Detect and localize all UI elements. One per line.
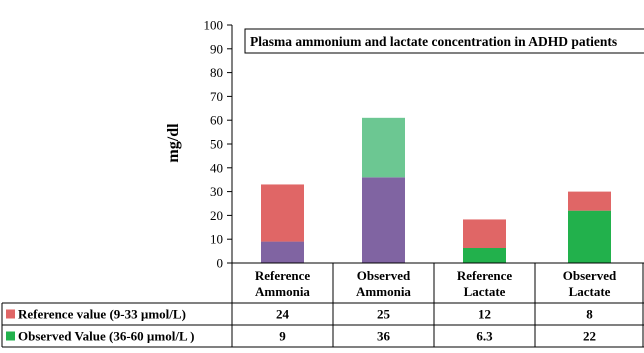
bar-segment-reference xyxy=(463,219,506,249)
category-label-line2: Ammonia xyxy=(356,284,411,299)
bar-segment-observed xyxy=(568,210,611,263)
table-value: 24 xyxy=(276,307,290,322)
bar-segment-observed xyxy=(463,248,506,263)
bar-segment-reference xyxy=(362,117,405,178)
bar-segment-reference xyxy=(568,191,611,211)
category-label-line1: Reference xyxy=(255,268,311,283)
y-tick-label: 60 xyxy=(210,113,223,128)
table-value: 22 xyxy=(583,329,596,344)
bars xyxy=(261,117,611,263)
y-tick-label: 50 xyxy=(210,137,223,152)
series-name: Observed Value (36-60 µmol/L ) xyxy=(18,329,195,344)
category-label-line1: Observed xyxy=(357,268,411,283)
y-axis: 0 10 20 30 40 50 60 70 80 90 100 xyxy=(204,18,233,271)
y-tick-label: 0 xyxy=(217,256,224,271)
bar-segment-reference xyxy=(261,184,304,242)
legend-swatch xyxy=(6,331,15,341)
y-tick-label: 40 xyxy=(210,160,223,175)
data-table: ReferenceAmmoniaObservedAmmoniaReference… xyxy=(1,262,644,348)
y-tick-label: 20 xyxy=(210,208,223,223)
category-label-line1: Reference xyxy=(457,268,513,283)
table-value: 9 xyxy=(279,329,286,344)
table-value: 8 xyxy=(586,307,593,322)
category-label-line2: Lactate xyxy=(464,284,506,299)
y-tick-label: 90 xyxy=(210,41,223,56)
category-label-line1: Observed xyxy=(563,268,617,283)
category-label-line2: Ammonia xyxy=(255,284,310,299)
series-name: Reference value (9-33 µmol/L) xyxy=(18,307,186,322)
y-tick-label: 10 xyxy=(210,232,223,247)
chart-title-box: Plasma ammonium and lactate concentratio… xyxy=(244,28,644,54)
bar-segment-observed xyxy=(362,177,405,263)
y-tick-label: 80 xyxy=(210,65,223,80)
chart-title: Plasma ammonium and lactate concentratio… xyxy=(250,34,617,49)
y-tick-label: 100 xyxy=(204,18,224,33)
y-tick-label: 70 xyxy=(210,89,223,104)
legend-swatch xyxy=(6,309,15,319)
bar-segment-observed xyxy=(261,241,304,263)
table-value: 12 xyxy=(478,307,491,322)
y-tick-label: 30 xyxy=(210,184,223,199)
y-axis-label: mg/dl xyxy=(165,123,182,163)
table-value: 36 xyxy=(377,329,391,344)
category-label-line2: Lactate xyxy=(569,284,611,299)
table-value: 25 xyxy=(377,307,391,322)
table-value: 6.3 xyxy=(476,329,493,344)
